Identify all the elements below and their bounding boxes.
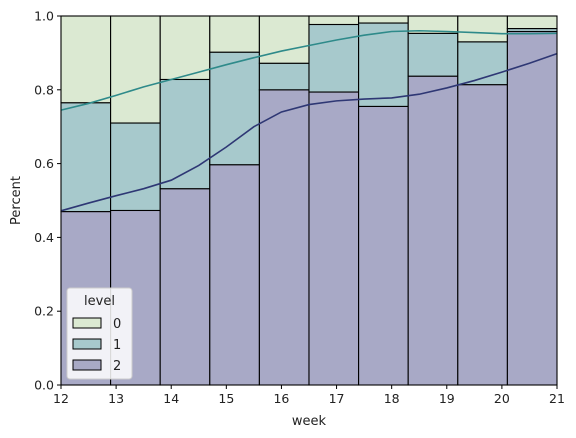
y-tick-label-0.8: 0.8 [34,82,54,97]
bar-level-0-week-bin-3 [209,15,260,53]
legend-swatch-level-0 [72,317,102,329]
x-tick-label-19: 19 [439,391,455,406]
legend-entries: 0 1 2 [72,317,121,374]
bar-level-0-week-bin-6 [358,15,409,24]
bar-level-0-week-bin-8 [457,15,508,43]
kde-line-level-2 [60,52,558,212]
bar-level-2-week-bin-8 [457,84,508,386]
legend-label-level-2: 2 [113,359,121,374]
bar-level-0-week-bin-2 [159,15,211,81]
kde-line-level-1 [60,29,558,111]
bar-level-1-week-bin-8 [457,41,508,86]
bar-level-2-week-bin-3 [209,164,260,386]
kde-lines-group [60,29,558,212]
legend-swatch-level-1 [72,338,102,350]
bar-level-2-week-bin-5 [308,91,360,386]
bar-level-1-week-bin-0 [60,102,112,213]
x-tick-label-16: 16 [273,391,289,406]
bar-level-0-week-bin-9 [506,15,558,30]
y-axis-ticks: 0.0 0.2 0.4 0.6 0.8 1.0 [34,9,61,393]
x-axis-label: week [292,414,327,429]
bar-level-2-week-bin-9 [506,30,558,386]
bar-level-1-week-bin-3 [209,51,260,166]
bar-level-1-week-bin-5 [308,23,360,93]
x-axis-ticks: 12 13 14 15 16 17 18 19 20 21 [53,385,565,406]
plot-frame [60,15,558,386]
legend-label-level-1: 1 [113,338,121,353]
x-tick-label-14: 14 [163,391,179,406]
y-tick-label-1.0: 1.0 [34,9,54,24]
x-tick-label-13: 13 [108,391,124,406]
legend-swatch-level-2 [72,359,102,371]
bar-level-0-week-bin-5 [308,15,360,26]
bar-level-1-week-bin-7 [407,32,459,77]
legend-label-level-0: 0 [113,317,121,332]
legend: level 0 1 2 [66,287,133,380]
bar-level-2-week-bin-7 [407,75,459,386]
x-tick-label-15: 15 [218,391,234,406]
bar-level-2-week-bin-2 [159,188,211,386]
bars-group [60,15,558,386]
y-tick-label-0.6: 0.6 [34,156,54,171]
bar-level-1-week-bin-4 [258,62,310,91]
y-tick-label-0.0: 0.0 [34,378,54,393]
legend-box [66,287,133,380]
bar-level-0-week-bin-4 [258,15,310,64]
bar-level-2-week-bin-4 [258,89,310,386]
y-tick-label-0.2: 0.2 [34,304,54,319]
x-tick-label-18: 18 [384,391,400,406]
legend-title: level [84,294,115,309]
bar-level-0-week-bin-1 [110,15,161,124]
x-tick-label-17: 17 [329,391,345,406]
x-tick-label-12: 12 [53,391,69,406]
y-axis-label: Percent [9,176,24,225]
bar-level-2-week-bin-6 [358,105,409,386]
x-tick-label-21: 21 [549,391,565,406]
x-tick-label-20: 20 [494,391,510,406]
y-tick-label-0.4: 0.4 [34,230,54,245]
bar-level-0-week-bin-0 [60,15,112,104]
bar-level-1-week-bin-1 [110,122,161,212]
